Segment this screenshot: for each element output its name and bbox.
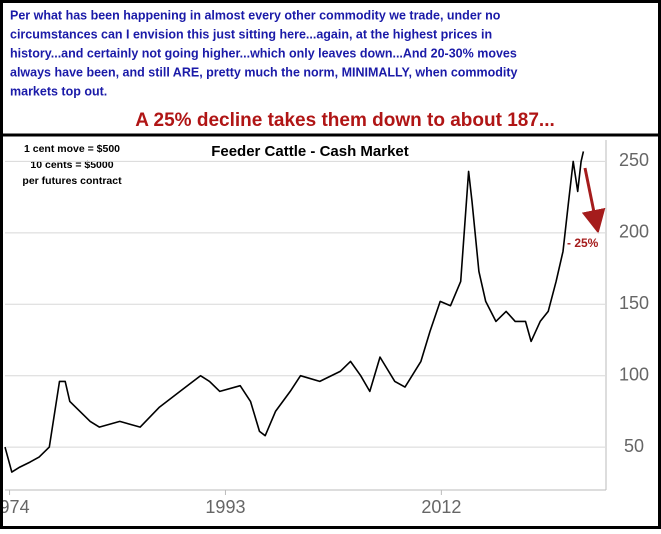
header-line: Per what has been happening in almost ev…	[10, 8, 501, 22]
price-line	[4, 151, 585, 473]
headline: A 25% decline takes them down to about 1…	[135, 110, 555, 131]
header-line: markets top out.	[10, 84, 107, 98]
x-tick-label: 2012	[421, 497, 461, 517]
note: per futures contract	[22, 175, 122, 187]
y-tick-label: 200	[619, 222, 649, 242]
y-tick-label: 150	[619, 293, 649, 313]
header-line: history...and certainly not going higher…	[10, 46, 517, 60]
chart-title: Feeder Cattle - Cash Market	[211, 143, 409, 160]
note: 1 cent move = $500	[24, 143, 120, 155]
plot: 50 100 150 200 250 1974 1993 2012	[0, 140, 649, 517]
x-tick-label: 1974	[0, 497, 30, 517]
arrow	[581, 167, 606, 234]
header-line: circumstances can I envision this just s…	[10, 27, 492, 41]
y-tick-label: 250	[619, 150, 649, 170]
header: Per what has been happening in almost ev…	[10, 8, 518, 98]
y-tick-label: 100	[619, 364, 649, 384]
y-tick-label: 50	[624, 436, 644, 456]
x-tick-label: 1993	[205, 497, 245, 517]
annotation: - 25%	[567, 236, 599, 250]
header-line: always have been, and still ARE, pretty …	[10, 65, 518, 79]
note: 10 cents = $5000	[30, 159, 113, 171]
